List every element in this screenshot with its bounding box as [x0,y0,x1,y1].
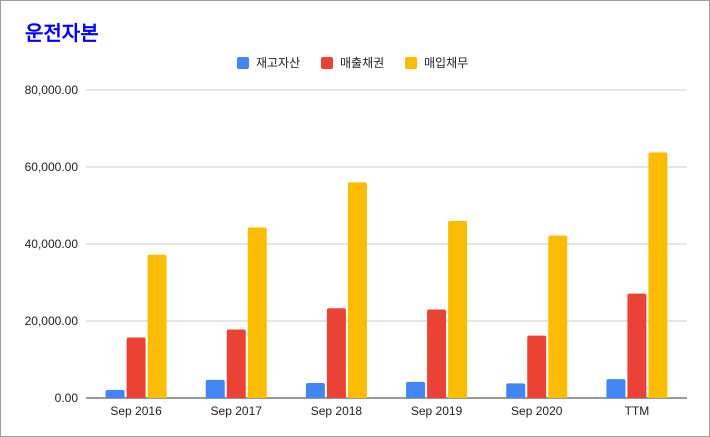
bar-2-2 [226,329,246,398]
legend-swatch [321,57,333,69]
y-axis: 0.00 20,000.00 40,000.00 60,000.00 80,000.00 [25,83,79,405]
chart-title: 운전자본 [25,21,99,45]
y-tick-label: 60,000.00 [25,160,79,174]
bar-2-4 [427,309,447,398]
x-tick-label: Sep 2018 [311,404,363,418]
y-tick-label: 20,000.00 [25,314,79,328]
x-tick-label: Sep 2016 [110,404,162,418]
bars [105,152,668,398]
legend-label: 매입채무 [424,56,468,70]
bar-3-5 [548,235,568,398]
bar-2-3 [326,308,346,398]
x-tick-label: TTM [625,404,650,418]
bar-2-5 [527,335,547,398]
y-tick-label: 40,000.00 [25,237,79,251]
legend-label: 매출채권 [340,56,384,70]
x-tick-label: Sep 2020 [511,404,563,418]
y-tick-label: 0.00 [55,391,79,405]
grid-lines [86,89,687,399]
bar-3-4 [448,220,468,398]
x-axis: Sep 2016 Sep 2017 Sep 2018 Sep 2019 Sep 2020… [110,404,649,418]
bar-3-3 [347,182,367,398]
bar-3-2 [247,227,267,398]
legend-label: 재고자산 [256,56,300,70]
bar-1-6 [606,379,626,398]
bar-2-6 [627,293,647,398]
bar-1-2 [205,379,225,398]
x-tick-label: Sep 2017 [211,404,263,418]
bar-1-5 [506,383,526,398]
bar-3-1 [147,254,167,398]
legend: 재고자산 매출채권 매입채무 [237,56,468,70]
bar-1-1 [105,389,125,398]
y-tick-label: 80,000.00 [25,83,79,97]
bar-2-1 [126,337,146,398]
legend-swatch [405,57,417,69]
legend-swatch [237,57,249,69]
x-tick-label: Sep 2019 [411,404,463,418]
bar-1-4 [406,381,426,398]
bar-3-6 [648,152,668,398]
bar-1-3 [305,382,325,398]
